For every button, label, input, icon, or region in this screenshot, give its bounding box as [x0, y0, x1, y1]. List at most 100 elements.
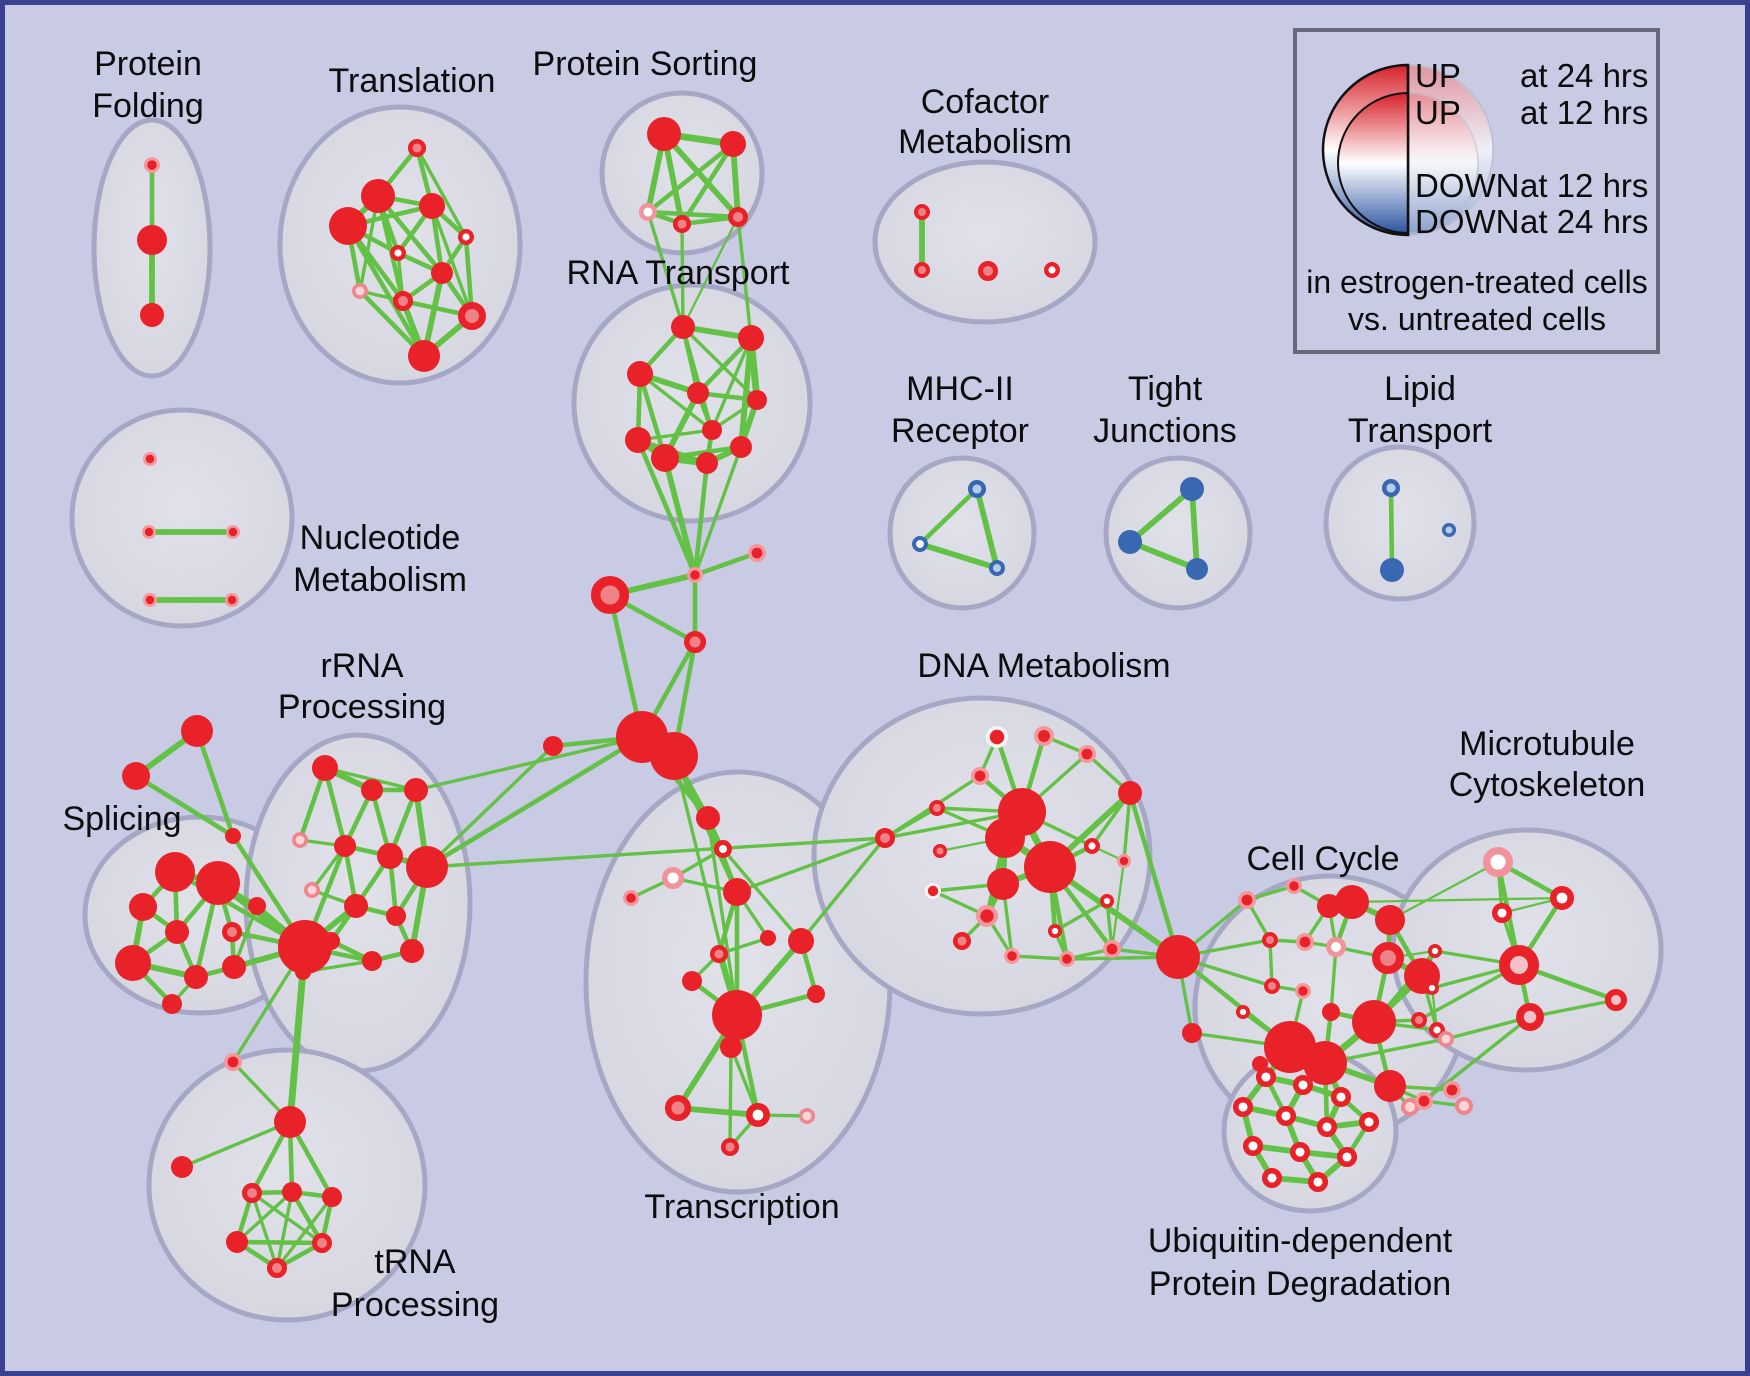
network-edge — [1110, 859, 1126, 951]
gene-node-64 — [184, 965, 208, 989]
network-edge — [415, 146, 468, 239]
gene-node-103 — [664, 1094, 692, 1122]
gene-node-110 — [970, 766, 989, 785]
gene-node-81 — [400, 939, 424, 963]
gene-node-98 — [682, 971, 702, 991]
gene-node-85 — [242, 1183, 262, 1203]
gene-node-43 — [625, 427, 651, 453]
network-edge — [679, 141, 736, 227]
cluster-label-translation: Translation — [329, 62, 496, 100]
gene-node-37 — [671, 315, 695, 339]
gene-node-96 — [760, 930, 776, 946]
network-edge — [1127, 486, 1195, 545]
gene-node-71 — [291, 831, 308, 848]
gene-node-32 — [142, 451, 157, 466]
network-edge — [883, 806, 939, 840]
network-edge — [799, 836, 887, 943]
network-edge — [710, 336, 753, 432]
legend-caption-line-2: vs. untreated cells — [1348, 301, 1606, 337]
gene-node-97 — [709, 944, 729, 964]
gene-node-135 — [1375, 905, 1405, 935]
cluster-nucleotide-metabolism — [69, 407, 295, 629]
gene-node-171 — [1427, 943, 1443, 959]
gene-node-55 — [122, 762, 150, 790]
cluster-cofactor-metabolism — [872, 159, 1098, 325]
gene-node-156 — [1232, 1096, 1254, 1118]
gene-node-121 — [1083, 838, 1100, 855]
gene-node-33 — [141, 525, 156, 540]
cluster-label-trna-processing: tRNA Processing — [331, 1243, 499, 1324]
gene-node-53 — [543, 736, 563, 756]
gene-node-112 — [929, 800, 945, 816]
network-edge — [692, 550, 760, 578]
gene-node-125 — [1003, 947, 1020, 964]
gene-node-118 — [932, 843, 948, 859]
gene-node-72 — [334, 835, 356, 857]
gene-node-163 — [1261, 1167, 1283, 1189]
gene-node-101 — [807, 985, 825, 1003]
cluster-label-nucleotide-metabolism: Nucleotide Metabolism — [293, 519, 467, 599]
gene-node-2 — [140, 303, 164, 327]
gene-node-131 — [1238, 890, 1257, 909]
gene-node-137 — [1296, 932, 1315, 951]
gene-node-20 — [914, 262, 930, 278]
gene-node-132 — [1285, 877, 1302, 894]
legend-up-24-label: UP — [1415, 57, 1461, 94]
network-edge — [275, 1190, 294, 1270]
network-edge — [425, 836, 887, 869]
gene-node-166 — [1550, 885, 1575, 910]
gene-node-69 — [361, 779, 383, 801]
network-edge — [1010, 954, 1069, 961]
cluster-label-tight-junctions: Tight Junctions — [1093, 370, 1237, 450]
network-edge — [1047, 864, 1181, 960]
network-edge — [693, 445, 743, 577]
gene-node-52 — [650, 732, 698, 780]
cluster-labels: Protein Folding Translation Protein Sorting… — [62, 45, 1645, 1324]
gene-node-28 — [1186, 558, 1208, 580]
gene-node-160 — [1242, 1135, 1264, 1157]
gene-node-26 — [1180, 477, 1204, 501]
gene-node-164 — [1307, 1171, 1329, 1193]
legend-down-12-label: DOWN — [1415, 167, 1519, 204]
network-edge — [680, 222, 685, 329]
gene-node-93 — [661, 866, 685, 890]
network-edge — [323, 766, 418, 792]
legend: UP at 24 hrs UP at 12 hrs DOWN at 12 hrs… — [1293, 28, 1660, 354]
gene-node-99 — [712, 990, 762, 1040]
gene-node-35 — [142, 593, 157, 608]
gene-node-89 — [312, 1233, 332, 1253]
gene-node-67 — [162, 994, 182, 1014]
legend-inner-right — [1407, 92, 1479, 234]
cluster-label-rrna-processing: rRNA Processing — [278, 647, 446, 726]
gene-node-162 — [1336, 1146, 1358, 1168]
gene-node-157 — [1275, 1105, 1297, 1127]
gene-node-6 — [329, 207, 367, 245]
network-edge — [721, 847, 803, 943]
gene-node-54 — [181, 715, 213, 747]
network-edge — [345, 223, 427, 359]
gene-node-57 — [278, 920, 332, 974]
network-edge — [1127, 539, 1200, 572]
gene-node-70 — [404, 778, 428, 802]
gene-node-143 — [1235, 1004, 1251, 1020]
gene-node-169 — [1516, 1003, 1544, 1031]
cluster-label-microtubule-cytoskeleton: Microtubule Cytoskeleton — [1449, 725, 1646, 804]
gene-node-50 — [747, 543, 766, 562]
gene-node-122 — [1117, 854, 1132, 869]
gene-node-129 — [1156, 935, 1200, 979]
gene-node-44 — [651, 444, 679, 472]
network-edge — [735, 836, 887, 894]
gene-node-153 — [1255, 1066, 1277, 1088]
gene-node-102 — [720, 1036, 742, 1058]
gene-node-19 — [914, 204, 930, 220]
cluster-label-splicing: Splicing — [62, 800, 181, 838]
gene-node-84 — [171, 1156, 193, 1178]
gene-node-104 — [745, 1103, 770, 1128]
gene-node-86 — [282, 1182, 302, 1202]
gene-node-74 — [406, 846, 448, 888]
gene-node-173 — [1411, 1012, 1427, 1028]
gene-node-123 — [1099, 893, 1115, 909]
gene-node-136 — [1262, 932, 1278, 948]
network-edge — [194, 728, 236, 839]
gene-node-13 — [408, 340, 440, 372]
